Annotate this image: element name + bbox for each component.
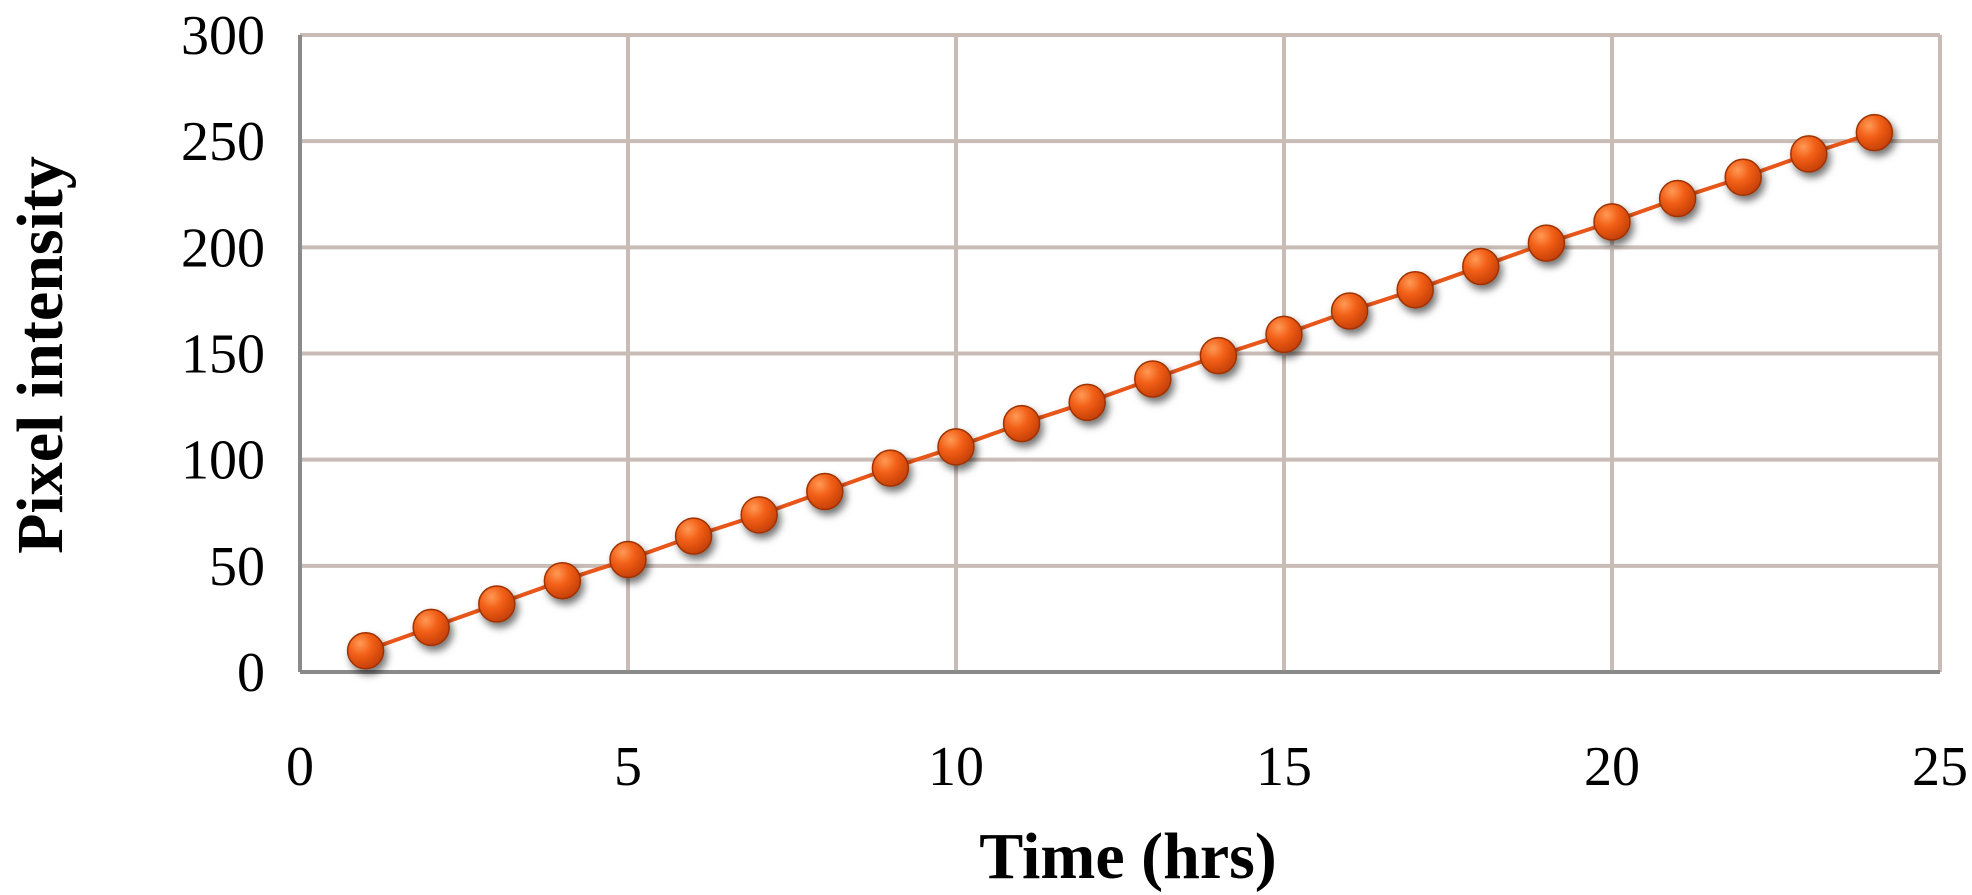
data-point <box>806 472 844 511</box>
y-tick-label: 100 <box>181 430 265 492</box>
data-point <box>1790 135 1828 173</box>
x-tick-label: 10 <box>928 736 984 798</box>
data-point <box>674 517 713 555</box>
data-point <box>1724 158 1762 197</box>
x-tick-label: 0 <box>286 736 314 798</box>
data-point <box>1593 203 1631 241</box>
data-point <box>1462 247 1500 286</box>
x-tick-label: 20 <box>1584 736 1640 798</box>
data-point <box>1330 292 1369 330</box>
x-axis-title: Time (hrs) <box>979 820 1277 893</box>
data-point <box>1265 315 1303 354</box>
x-tick-label: 15 <box>1256 736 1312 798</box>
y-tick-label: 50 <box>209 536 265 598</box>
data-point <box>1396 271 1434 309</box>
y-tick-label: 250 <box>181 111 265 173</box>
data-point <box>412 608 450 647</box>
data-point <box>346 632 385 670</box>
series-line-group <box>364 130 1876 653</box>
data-point <box>543 561 582 600</box>
y-tick-label: 200 <box>181 217 265 279</box>
y-tick-label: 150 <box>181 324 265 386</box>
data-point <box>871 449 910 487</box>
data-points <box>346 113 1894 670</box>
y-axis-title: Pixel intensity <box>4 156 77 554</box>
data-point <box>1658 179 1697 218</box>
y-tick-labels: 0 50 100 150 200 250 300 <box>181 5 265 704</box>
series-line <box>364 130 1876 653</box>
data-point <box>1002 404 1041 443</box>
axes <box>298 35 1940 674</box>
y-tick-label: 300 <box>181 5 265 67</box>
data-point <box>609 540 647 579</box>
x-tick-labels: 0 5 10 15 20 25 <box>286 736 1968 798</box>
x-tick-label: 5 <box>614 736 642 798</box>
y-tick-label: 0 <box>237 642 265 704</box>
data-point <box>1199 336 1238 375</box>
data-point <box>1068 383 1106 422</box>
data-point <box>1134 360 1172 398</box>
x-tick-label: 25 <box>1912 736 1968 798</box>
data-point <box>1527 224 1566 262</box>
data-point <box>740 496 778 534</box>
data-point <box>937 428 975 466</box>
data-point <box>1855 113 1894 152</box>
data-point <box>478 585 516 623</box>
